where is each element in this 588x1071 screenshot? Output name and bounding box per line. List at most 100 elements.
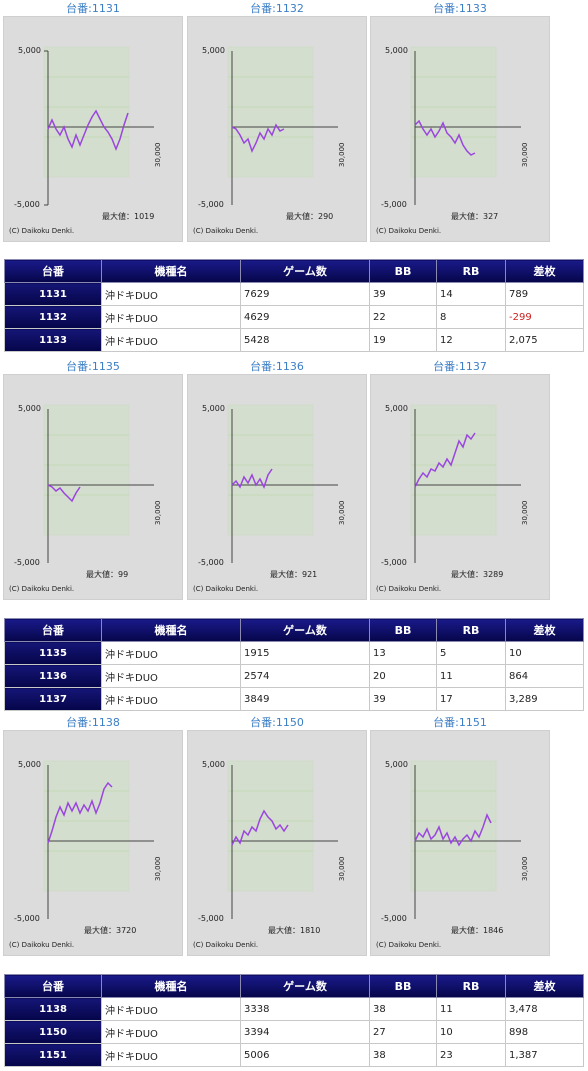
chart-area: 5,000 -5,000 30,000 最大値：1019 (C) Daikoku… bbox=[3, 16, 183, 242]
chart-area: 5,000 -5,000 30,000 最大値：327 (C) Daikoku … bbox=[370, 16, 550, 242]
copyright: (C) Daikoku Denki. bbox=[376, 585, 442, 593]
chart-area: 5,000 -5,000 30,000 最大値：1810 (C) Daikoku… bbox=[187, 730, 367, 956]
copyright: (C) Daikoku Denki. bbox=[9, 227, 75, 235]
col-header: 機種名 bbox=[101, 974, 241, 998]
diff-medals: 789 bbox=[505, 282, 584, 306]
chart-title: 台番:1150 bbox=[250, 716, 304, 729]
game-count: 2574 bbox=[240, 664, 370, 688]
bb-count: 19 bbox=[369, 328, 437, 352]
table-row[interactable]: 1137 沖ドキDUO 3849 39 17 3,289 bbox=[4, 687, 584, 711]
chart-title: 台番:1137 bbox=[433, 360, 487, 373]
table-header-row: 台番 機種名 ゲーム数 BB RB 差枚 bbox=[4, 259, 584, 283]
y-tick-top: 5,000 bbox=[202, 404, 225, 413]
max-value: 最大値：1019 bbox=[102, 212, 155, 221]
model-name: 沖ドキDUO bbox=[101, 1043, 241, 1067]
data-table-1: 台番 機種名 ゲーム数 BB RB 差枚 1131 沖ドキDUO 7629 39… bbox=[4, 259, 584, 352]
table-row[interactable]: 1131 沖ドキDUO 7629 39 14 789 bbox=[4, 282, 584, 306]
slot-graph bbox=[410, 46, 521, 205]
x-max-label: 30,000 bbox=[154, 500, 162, 526]
slot-graph bbox=[227, 760, 338, 919]
model-name: 沖ドキDUO bbox=[101, 664, 241, 688]
x-max-label: 30,000 bbox=[521, 500, 529, 526]
max-value: 最大値：3720 bbox=[84, 926, 137, 935]
data-table-2: 台番 機種名 ゲーム数 BB RB 差枚 1135 沖ドキDUO 1915 13… bbox=[4, 618, 584, 711]
machine-number[interactable]: 1135 bbox=[4, 641, 102, 665]
chart-title: 台番:1138 bbox=[66, 716, 120, 729]
copyright: (C) Daikoku Denki. bbox=[376, 941, 442, 949]
bb-count: 27 bbox=[369, 1020, 437, 1044]
table-header-row: 台番 機種名 ゲーム数 BB RB 差枚 bbox=[4, 974, 584, 998]
col-header: 機種名 bbox=[101, 618, 241, 642]
slot-graph bbox=[410, 760, 521, 919]
table-row[interactable]: 1135 沖ドキDUO 1915 13 5 10 bbox=[4, 641, 584, 665]
machine-number[interactable]: 1136 bbox=[4, 664, 102, 688]
game-count: 3338 bbox=[240, 997, 370, 1021]
diff-medals: 2,075 bbox=[505, 328, 584, 352]
chart-area: 5,000 -5,000 30,000 最大値：3289 (C) Daikoku… bbox=[370, 374, 550, 600]
copyright: (C) Daikoku Denki. bbox=[193, 941, 259, 949]
x-max-label: 30,000 bbox=[338, 500, 346, 526]
y-tick-top: 5,000 bbox=[385, 46, 408, 55]
model-name: 沖ドキDUO bbox=[101, 282, 241, 306]
max-value: 最大値：1846 bbox=[451, 926, 504, 935]
chart-area: 5,000 -5,000 30,000 最大値：1846 (C) Daikoku… bbox=[370, 730, 550, 956]
machine-number[interactable]: 1132 bbox=[4, 305, 102, 329]
max-value: 最大値：99 bbox=[86, 570, 129, 579]
chart-title: 台番:1136 bbox=[250, 360, 304, 373]
chart-area: 5,000 -5,000 30,000 最大値：99 (C) Daikoku D… bbox=[3, 374, 183, 600]
copyright: (C) Daikoku Denki. bbox=[376, 227, 442, 235]
machine-number[interactable]: 1131 bbox=[4, 282, 102, 306]
rb-count: 10 bbox=[436, 1020, 506, 1044]
y-tick-top: 5,000 bbox=[18, 46, 41, 55]
game-count: 5006 bbox=[240, 1043, 370, 1067]
machine-number[interactable]: 1137 bbox=[4, 687, 102, 711]
table-row[interactable]: 1133 沖ドキDUO 5428 19 12 2,075 bbox=[4, 328, 584, 352]
col-header: 台番 bbox=[4, 259, 102, 283]
col-header: ゲーム数 bbox=[240, 259, 370, 283]
table-row[interactable]: 1132 沖ドキDUO 4629 22 8 -299 bbox=[4, 305, 584, 329]
y-tick-bottom: -5,000 bbox=[14, 200, 40, 209]
rb-count: 5 bbox=[436, 641, 506, 665]
table-row[interactable]: 1150 沖ドキDUO 3394 27 10 898 bbox=[4, 1020, 584, 1044]
y-tick-top: 5,000 bbox=[18, 404, 41, 413]
y-tick-top: 5,000 bbox=[385, 404, 408, 413]
rb-count: 17 bbox=[436, 687, 506, 711]
table-row[interactable]: 1138 沖ドキDUO 3338 38 11 3,478 bbox=[4, 997, 584, 1021]
table-row[interactable]: 1151 沖ドキDUO 5006 38 23 1,387 bbox=[4, 1043, 584, 1067]
rb-count: 14 bbox=[436, 282, 506, 306]
col-header: 台番 bbox=[4, 618, 102, 642]
data-table-3: 台番 機種名 ゲーム数 BB RB 差枚 1138 沖ドキDUO 3338 38… bbox=[4, 974, 584, 1067]
col-header: 差枚 bbox=[505, 618, 584, 642]
max-value: 最大値：921 bbox=[270, 570, 318, 579]
machine-number[interactable]: 1138 bbox=[4, 997, 102, 1021]
bb-count: 39 bbox=[369, 282, 437, 306]
col-header: RB bbox=[436, 974, 506, 998]
model-name: 沖ドキDUO bbox=[101, 687, 241, 711]
machine-number[interactable]: 1133 bbox=[4, 328, 102, 352]
game-count: 7629 bbox=[240, 282, 370, 306]
machine-number[interactable]: 1150 bbox=[4, 1020, 102, 1044]
copyright: (C) Daikoku Denki. bbox=[9, 941, 75, 949]
model-name: 沖ドキDUO bbox=[101, 1020, 241, 1044]
game-count: 4629 bbox=[240, 305, 370, 329]
x-max-label: 30,000 bbox=[521, 856, 529, 882]
bb-count: 38 bbox=[369, 1043, 437, 1067]
max-value: 最大値：3289 bbox=[451, 570, 504, 579]
y-tick-top: 5,000 bbox=[202, 760, 225, 769]
chart-title: 台番:1151 bbox=[433, 716, 487, 729]
y-tick-bottom: -5,000 bbox=[198, 558, 224, 567]
slot-graph bbox=[43, 760, 154, 919]
slot-graph bbox=[43, 404, 154, 563]
bb-count: 13 bbox=[369, 641, 437, 665]
col-header: ゲーム数 bbox=[240, 974, 370, 998]
diff-medals: 3,478 bbox=[505, 997, 584, 1021]
model-name: 沖ドキDUO bbox=[101, 328, 241, 352]
diff-medals: -299 bbox=[505, 305, 584, 329]
machine-number[interactable]: 1151 bbox=[4, 1043, 102, 1067]
diff-medals: 1,387 bbox=[505, 1043, 584, 1067]
col-header: BB bbox=[369, 259, 437, 283]
col-header: BB bbox=[369, 618, 437, 642]
table-row[interactable]: 1136 沖ドキDUO 2574 20 11 864 bbox=[4, 664, 584, 688]
model-name: 沖ドキDUO bbox=[101, 305, 241, 329]
col-header: 台番 bbox=[4, 974, 102, 998]
